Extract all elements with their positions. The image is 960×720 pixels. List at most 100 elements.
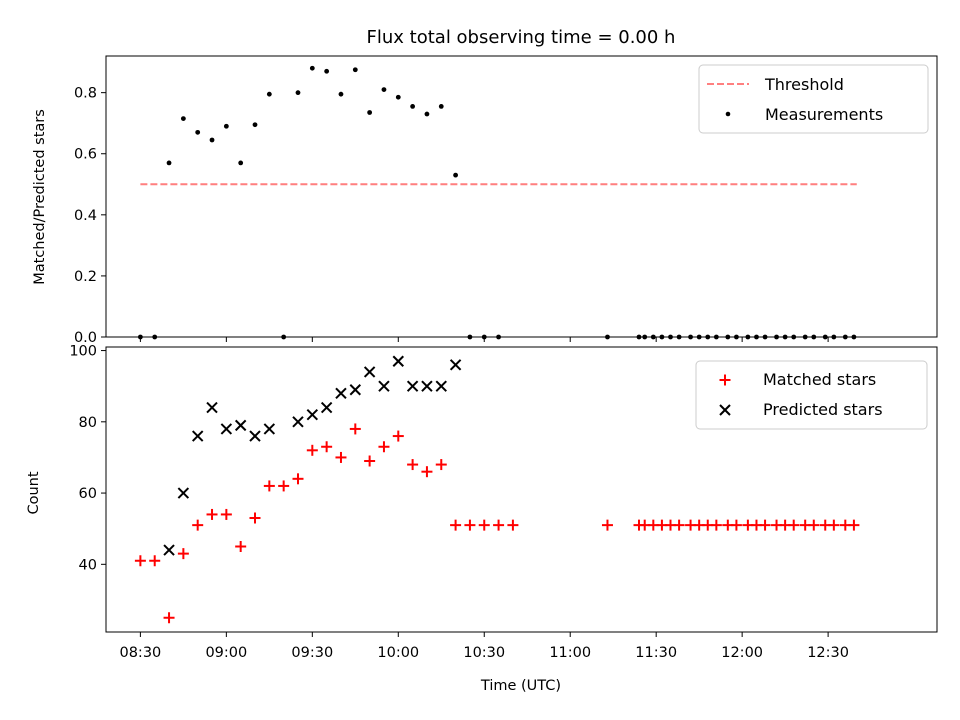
top-legend: Threshold Measurements bbox=[698, 64, 929, 134]
measurement-point bbox=[438, 103, 444, 109]
threshold-legend-label: Threshold bbox=[764, 75, 844, 94]
predicted-star-point bbox=[392, 355, 404, 367]
bottom-x-tick-label: 12:00 bbox=[721, 645, 763, 661]
bottom-x-tick-label: 09:30 bbox=[291, 645, 333, 661]
matched-star-point bbox=[321, 441, 333, 453]
measurement-point bbox=[166, 160, 172, 166]
predicted-star-stroke bbox=[435, 380, 447, 392]
bottom-panel: 40 60 80 100 Count 08:30 09:00 09:30 10:00 10:3… bbox=[26, 344, 938, 694]
matched-star-point bbox=[134, 555, 146, 567]
matched-star-point bbox=[493, 519, 505, 531]
predicted-star-point bbox=[191, 430, 204, 442]
predicted-star-point bbox=[177, 487, 190, 499]
matched-star-point bbox=[177, 548, 189, 560]
bottom-x-tick-label: 12:30 bbox=[807, 645, 849, 661]
measurement-point bbox=[295, 90, 301, 96]
matched-star-point bbox=[349, 423, 361, 435]
matched-star-point bbox=[464, 519, 476, 531]
x-axis-label: Time (UTC) bbox=[480, 678, 561, 694]
measurement-point bbox=[381, 87, 387, 92]
matched-stars-legend-label: Matched stars bbox=[763, 370, 876, 389]
bottom-x-tick-label: 10:30 bbox=[463, 645, 505, 661]
matched-star-point bbox=[808, 519, 820, 531]
bottom-y-tick-label: 40 bbox=[79, 557, 97, 573]
matched-star-point bbox=[206, 508, 218, 520]
predicted-stars-legend-swatch bbox=[719, 404, 731, 416]
measurement-point bbox=[424, 111, 430, 117]
top-plot-frame bbox=[105, 55, 938, 338]
bottom-x-axis: 08:30 09:00 09:30 10:00 10:30 11:00 11:30 12:00… bbox=[119, 632, 849, 661]
matched-star-point bbox=[421, 466, 433, 478]
predicted-star-stroke bbox=[177, 487, 190, 499]
predicted-star-point bbox=[320, 401, 333, 414]
measurement-point bbox=[180, 116, 186, 122]
matched-star-point bbox=[710, 519, 722, 531]
predicted-star-stroke bbox=[421, 380, 433, 392]
matched-star-point bbox=[759, 519, 771, 531]
bottom-x-tick-label: 10:00 bbox=[377, 645, 419, 661]
matched-star-point bbox=[407, 459, 419, 471]
predicted-star-stroke bbox=[392, 355, 404, 367]
matched-star-point bbox=[601, 519, 613, 531]
top-x-ticks bbox=[139, 337, 829, 342]
bottom-plot-frame bbox=[105, 346, 938, 633]
predicted-star-stroke bbox=[349, 384, 362, 396]
predicted-star-stroke bbox=[220, 423, 233, 435]
measurement-point bbox=[324, 68, 330, 74]
matched-star-point bbox=[292, 473, 304, 485]
measurement-point bbox=[238, 160, 244, 166]
bottom-x-tick-label: 09:00 bbox=[205, 645, 247, 661]
predicted-star-point bbox=[206, 401, 218, 414]
predicted-star-stroke bbox=[263, 423, 276, 435]
matched-star-point bbox=[378, 441, 390, 453]
predicted-star-point bbox=[449, 359, 462, 371]
bottom-y-tick-label: 80 bbox=[79, 415, 97, 431]
measurement-point bbox=[223, 123, 229, 129]
top-legend-box bbox=[698, 64, 929, 134]
predicted-star-stroke bbox=[363, 366, 376, 378]
predicted-star-stroke bbox=[234, 419, 247, 432]
measurements-legend-label: Measurements bbox=[765, 105, 883, 124]
measurement-point bbox=[266, 91, 272, 97]
measurement-point bbox=[395, 94, 401, 100]
predicted-star-stroke bbox=[206, 401, 218, 414]
matched-star-point bbox=[192, 519, 204, 531]
matched-star-point bbox=[848, 519, 860, 531]
matched-star-point bbox=[220, 508, 232, 520]
top-y-tick-label: 0.4 bbox=[74, 208, 97, 224]
matched-star-point bbox=[335, 451, 347, 463]
predicted-star-stroke bbox=[306, 408, 319, 421]
bottom-y-axis-label: Count bbox=[26, 471, 42, 514]
matched-star-point bbox=[450, 519, 462, 531]
predicted-star-stroke bbox=[320, 401, 333, 414]
matched-star-point bbox=[278, 480, 290, 492]
top-y-tick-label: 0.0 bbox=[74, 330, 97, 346]
matched-star-point bbox=[788, 519, 800, 531]
predicted-star-stroke bbox=[163, 544, 175, 556]
chart-title: Flux total observing time = 0.00 h bbox=[367, 27, 676, 48]
bottom-x-tick-label: 11:30 bbox=[635, 645, 677, 661]
matched-star-point bbox=[235, 541, 247, 552]
predicted-star-stroke bbox=[335, 387, 347, 400]
predicted-star-stroke bbox=[449, 359, 462, 371]
matched-star-point bbox=[263, 480, 275, 492]
measurement-point bbox=[367, 110, 373, 115]
matched-star-point bbox=[435, 459, 447, 471]
bottom-x-tick-label: 08:30 bbox=[119, 645, 161, 661]
matched-star-point bbox=[364, 455, 376, 467]
predicted-star-stroke bbox=[191, 430, 204, 442]
bottom-legend: Matched stars Predicted stars bbox=[695, 360, 928, 430]
matched-star-point bbox=[149, 555, 161, 567]
predicted-star-point bbox=[378, 380, 390, 392]
bottom-x-tick-label: 11:00 bbox=[549, 645, 591, 661]
predicted-star-point bbox=[220, 423, 233, 435]
bottom-y-tick-label: 100 bbox=[69, 344, 97, 360]
predicted-star-point bbox=[406, 380, 419, 392]
bottom-legend-box bbox=[695, 360, 928, 430]
predicted-star-stroke bbox=[378, 380, 390, 392]
predicted-star-point bbox=[363, 366, 376, 378]
measurement-point bbox=[252, 122, 258, 128]
matched-star-point bbox=[478, 519, 490, 531]
top-y-axis-label: Matched/Predicted stars bbox=[32, 109, 48, 285]
